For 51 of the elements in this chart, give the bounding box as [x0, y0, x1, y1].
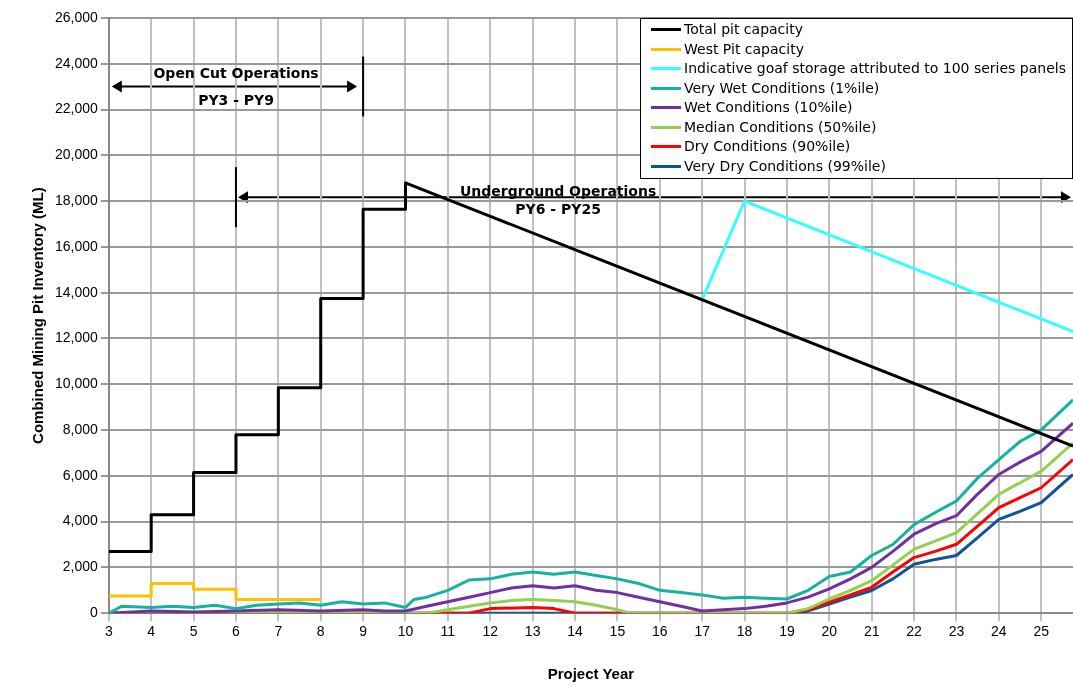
y-tick-label: 12,000: [54, 329, 99, 346]
legend-label: Very Dry Conditions (99%ile): [684, 156, 886, 176]
x-tick-label: 4: [147, 623, 156, 640]
x-tick-label: 11: [440, 623, 456, 640]
y-tick-label: 14,000: [54, 283, 99, 300]
x-tick-label: 17: [694, 623, 711, 640]
x-tick-label: 16: [651, 623, 668, 640]
y-tick-label: 24,000: [54, 54, 99, 71]
y-tick-label: 20,000: [54, 146, 99, 163]
x-tick-label: 18: [736, 623, 753, 640]
x-tick-label: 13: [524, 623, 541, 640]
y-tick-label: 26,000: [54, 8, 99, 25]
x-tick-label: 23: [948, 623, 965, 640]
x-tick-label: 15: [609, 623, 626, 640]
x-tick-label: 6: [232, 623, 241, 640]
y-tick-label: 18,000: [54, 192, 99, 208]
legend-label: West Pit capacity: [684, 39, 804, 59]
x-tick-label: 14: [567, 623, 584, 640]
x-tick-label: 24: [991, 623, 1007, 640]
y-tick-label: 22,000: [54, 100, 99, 117]
x-tick-label: 21: [863, 623, 880, 640]
x-tick-label: 25: [1033, 623, 1050, 640]
legend-label: Dry Conditions (90%ile): [684, 137, 851, 156]
legend-label: Wet Conditions (10%ile): [684, 98, 853, 117]
y-axis-title: Combined Mining Pit Inventory (ML): [29, 187, 47, 444]
legend-label: Median Conditions (50%ile): [684, 117, 877, 137]
y-tick-label: 16,000: [54, 237, 99, 254]
y-tick-label: 6,000: [62, 466, 99, 483]
x-tick-label: 10: [397, 623, 414, 640]
annotation: Open Cut Operations: [153, 64, 319, 81]
y-tick-label: 8,000: [62, 420, 99, 437]
y-tick-label: 10,000: [54, 375, 99, 392]
y-tick-label: 4,000: [62, 512, 99, 529]
x-tick-label: 20: [821, 623, 838, 640]
x-tick-label: 22: [906, 623, 923, 640]
y-tick-label: 2,000: [62, 558, 99, 575]
x-tick-label: 3: [104, 623, 113, 640]
legend-label: Indicative goaf storage attributed to 100 series panels: [684, 59, 1066, 78]
legend-label: Very Wet Conditions (1%ile): [684, 78, 880, 98]
x-tick-label: 7: [274, 623, 283, 640]
x-tick-label: 12: [482, 623, 499, 640]
x-axis-title: Project Year: [547, 665, 635, 683]
x-tick-label: 19: [779, 623, 795, 640]
legend-label: Total pit capacity: [684, 20, 803, 39]
x-tick-label: 5: [189, 623, 198, 640]
annotation: PY3 - PY9: [198, 92, 274, 109]
x-tick-label: 8: [316, 623, 325, 640]
x-tick-label: 9: [359, 623, 368, 640]
annotation: Underground Operations: [459, 183, 657, 200]
annotation: PY6 - PY25: [515, 201, 601, 218]
y-tick-label: 0: [90, 604, 99, 621]
